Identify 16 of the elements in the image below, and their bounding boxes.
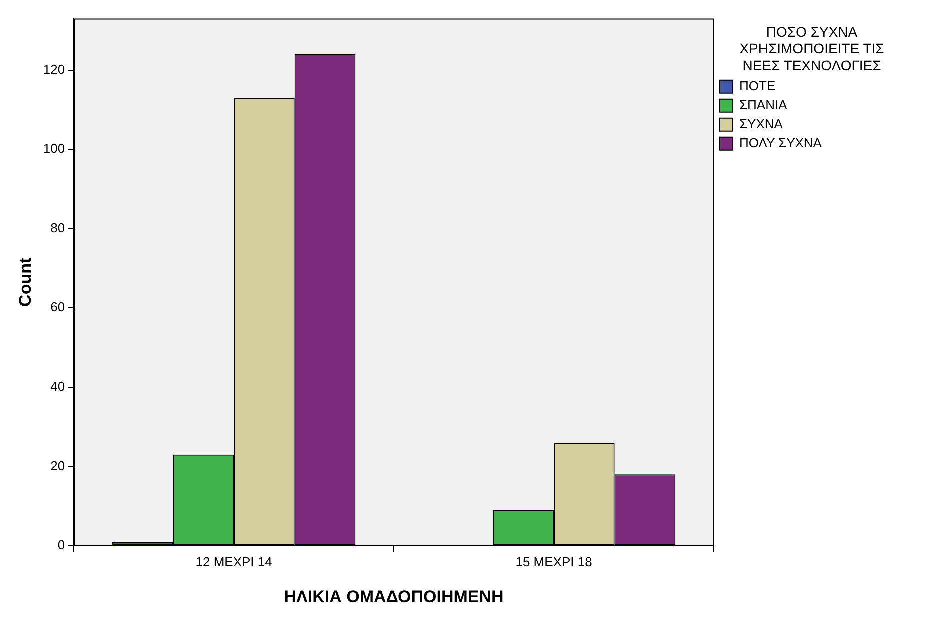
y-tick-label: 0 bbox=[58, 538, 66, 553]
legend-label: ΣΠΑΝΙΑ bbox=[740, 97, 788, 112]
y-tick-label: 60 bbox=[50, 300, 66, 315]
y-axis-title: Count bbox=[16, 258, 35, 307]
y-tick-label: 100 bbox=[43, 141, 66, 156]
legend-label: ΣΥΧΝΑ bbox=[740, 116, 784, 132]
legend-label: ΠΟΛΥ ΣΥΧΝΑ bbox=[740, 135, 822, 150]
x-tick-label: 12 ΜΕΧΡΙ 14 bbox=[196, 554, 272, 570]
y-tick-label: 20 bbox=[50, 458, 66, 474]
y-tick-label: 80 bbox=[50, 220, 66, 236]
x-axis-title: ΗΛΙΚΙΑ ΟΜΑΔΟΠΟΙΗΜΕΝΗ bbox=[284, 587, 504, 606]
y-tick-label: 120 bbox=[43, 62, 66, 77]
legend-label: ΠΟΤΕ bbox=[740, 78, 776, 94]
x-tick-label: 15 ΜΕΧΡΙ 18 bbox=[516, 554, 592, 570]
y-tick-label: 40 bbox=[50, 379, 66, 394]
legend-title: ΠΟΣΟ ΣΥΧΝΑ ΧΡΗΣΙΜΟΠΟΙΕΙΤΕ ΤΙΣ ΝΕΕΣ ΤΕΧΝΟΛΟΓΙΕΣ bbox=[740, 24, 885, 74]
